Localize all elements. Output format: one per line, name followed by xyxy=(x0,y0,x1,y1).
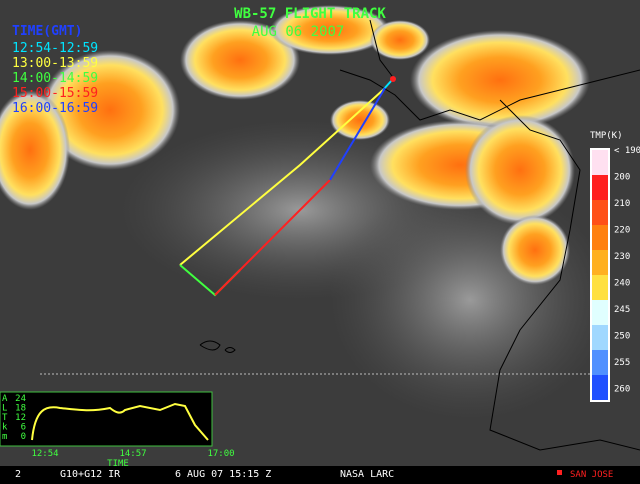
inset-panel xyxy=(0,391,213,447)
flight-track xyxy=(179,79,393,297)
inset-axis-letter: T xyxy=(2,413,8,423)
clouds xyxy=(0,5,610,420)
inset-y-label: 6 xyxy=(21,423,26,433)
legend-entry: 14:00-14:59 xyxy=(12,71,98,86)
legend: 12:54-12:5913:00-13:5914:00-14:5915:00-1… xyxy=(12,41,98,116)
san-jose-marker xyxy=(390,76,396,82)
colorbar-label: < 190 xyxy=(614,146,640,156)
colorbar-swatch xyxy=(592,175,608,200)
coastlines xyxy=(199,19,640,451)
colorbar-label: 240 xyxy=(614,279,630,289)
map-title: WB-57 FLIGHT TRACK xyxy=(234,6,386,22)
legend-entry: 16:00-16:59 xyxy=(12,101,98,116)
colorbar-label: 210 xyxy=(614,199,630,209)
legend-entry: 12:54-12:59 xyxy=(12,41,98,56)
legend-title: TIME(GMT) xyxy=(12,24,82,39)
colorbar: < 190 200 210 220 230 240 245 250 255 260 xyxy=(592,146,640,400)
footer-marker: SAN JOSE xyxy=(570,470,613,480)
colorbar-title: TMP(K) xyxy=(590,131,623,141)
inset-x-label: 17:00 xyxy=(207,449,234,459)
colorbar-swatch xyxy=(592,250,608,275)
inset-x-label: 14:57 xyxy=(119,449,146,459)
colorbar-swatch xyxy=(592,350,608,375)
colorbar-swatch xyxy=(592,150,608,175)
footer-sensor: G10+G12 IR xyxy=(60,469,121,480)
footer-source: NASA LARC xyxy=(340,469,394,480)
map-date: AUG 06 2007 xyxy=(252,24,345,40)
colorbar-swatch xyxy=(592,200,608,225)
inset-y-label: 0 xyxy=(21,432,26,442)
colorbar-label: 260 xyxy=(614,385,630,395)
colorbar-swatch xyxy=(592,300,608,325)
altitude-profile xyxy=(31,402,209,441)
colorbar-swatch xyxy=(592,225,608,250)
inset-y-label: 18 xyxy=(15,404,26,414)
colorbar-swatch xyxy=(592,375,608,400)
colorbar-label: 230 xyxy=(614,252,630,262)
inset-axis-letter: A xyxy=(2,394,8,404)
colorbar-label: 250 xyxy=(614,332,630,342)
footer-bar xyxy=(0,466,640,480)
colorbar-swatch xyxy=(592,325,608,350)
inset-axis-letter: L xyxy=(2,404,7,414)
footer-marker-icon xyxy=(557,470,562,475)
colorbar-swatch xyxy=(592,275,608,300)
inset-y-label: 24 xyxy=(15,394,26,404)
colorbar-label: 245 xyxy=(614,305,630,315)
colorbar-label: 255 xyxy=(614,358,630,368)
inset-axis-letter: k xyxy=(2,423,8,433)
colorbar-label: 200 xyxy=(614,173,630,183)
inset-y-label: 12 xyxy=(15,413,26,423)
legend-entry: 13:00-13:59 xyxy=(12,56,98,71)
inset-axis-letter: m xyxy=(2,432,7,442)
legend-entry: 15:00-15:59 xyxy=(12,86,98,101)
colorbar-label: 220 xyxy=(614,226,630,236)
footer-time: 6 AUG 07 15:15 Z xyxy=(175,469,271,480)
inset-x-title: TIME xyxy=(107,459,129,469)
footer-frame: 2 xyxy=(15,469,21,480)
inset-x-label: 12:54 xyxy=(31,449,58,459)
